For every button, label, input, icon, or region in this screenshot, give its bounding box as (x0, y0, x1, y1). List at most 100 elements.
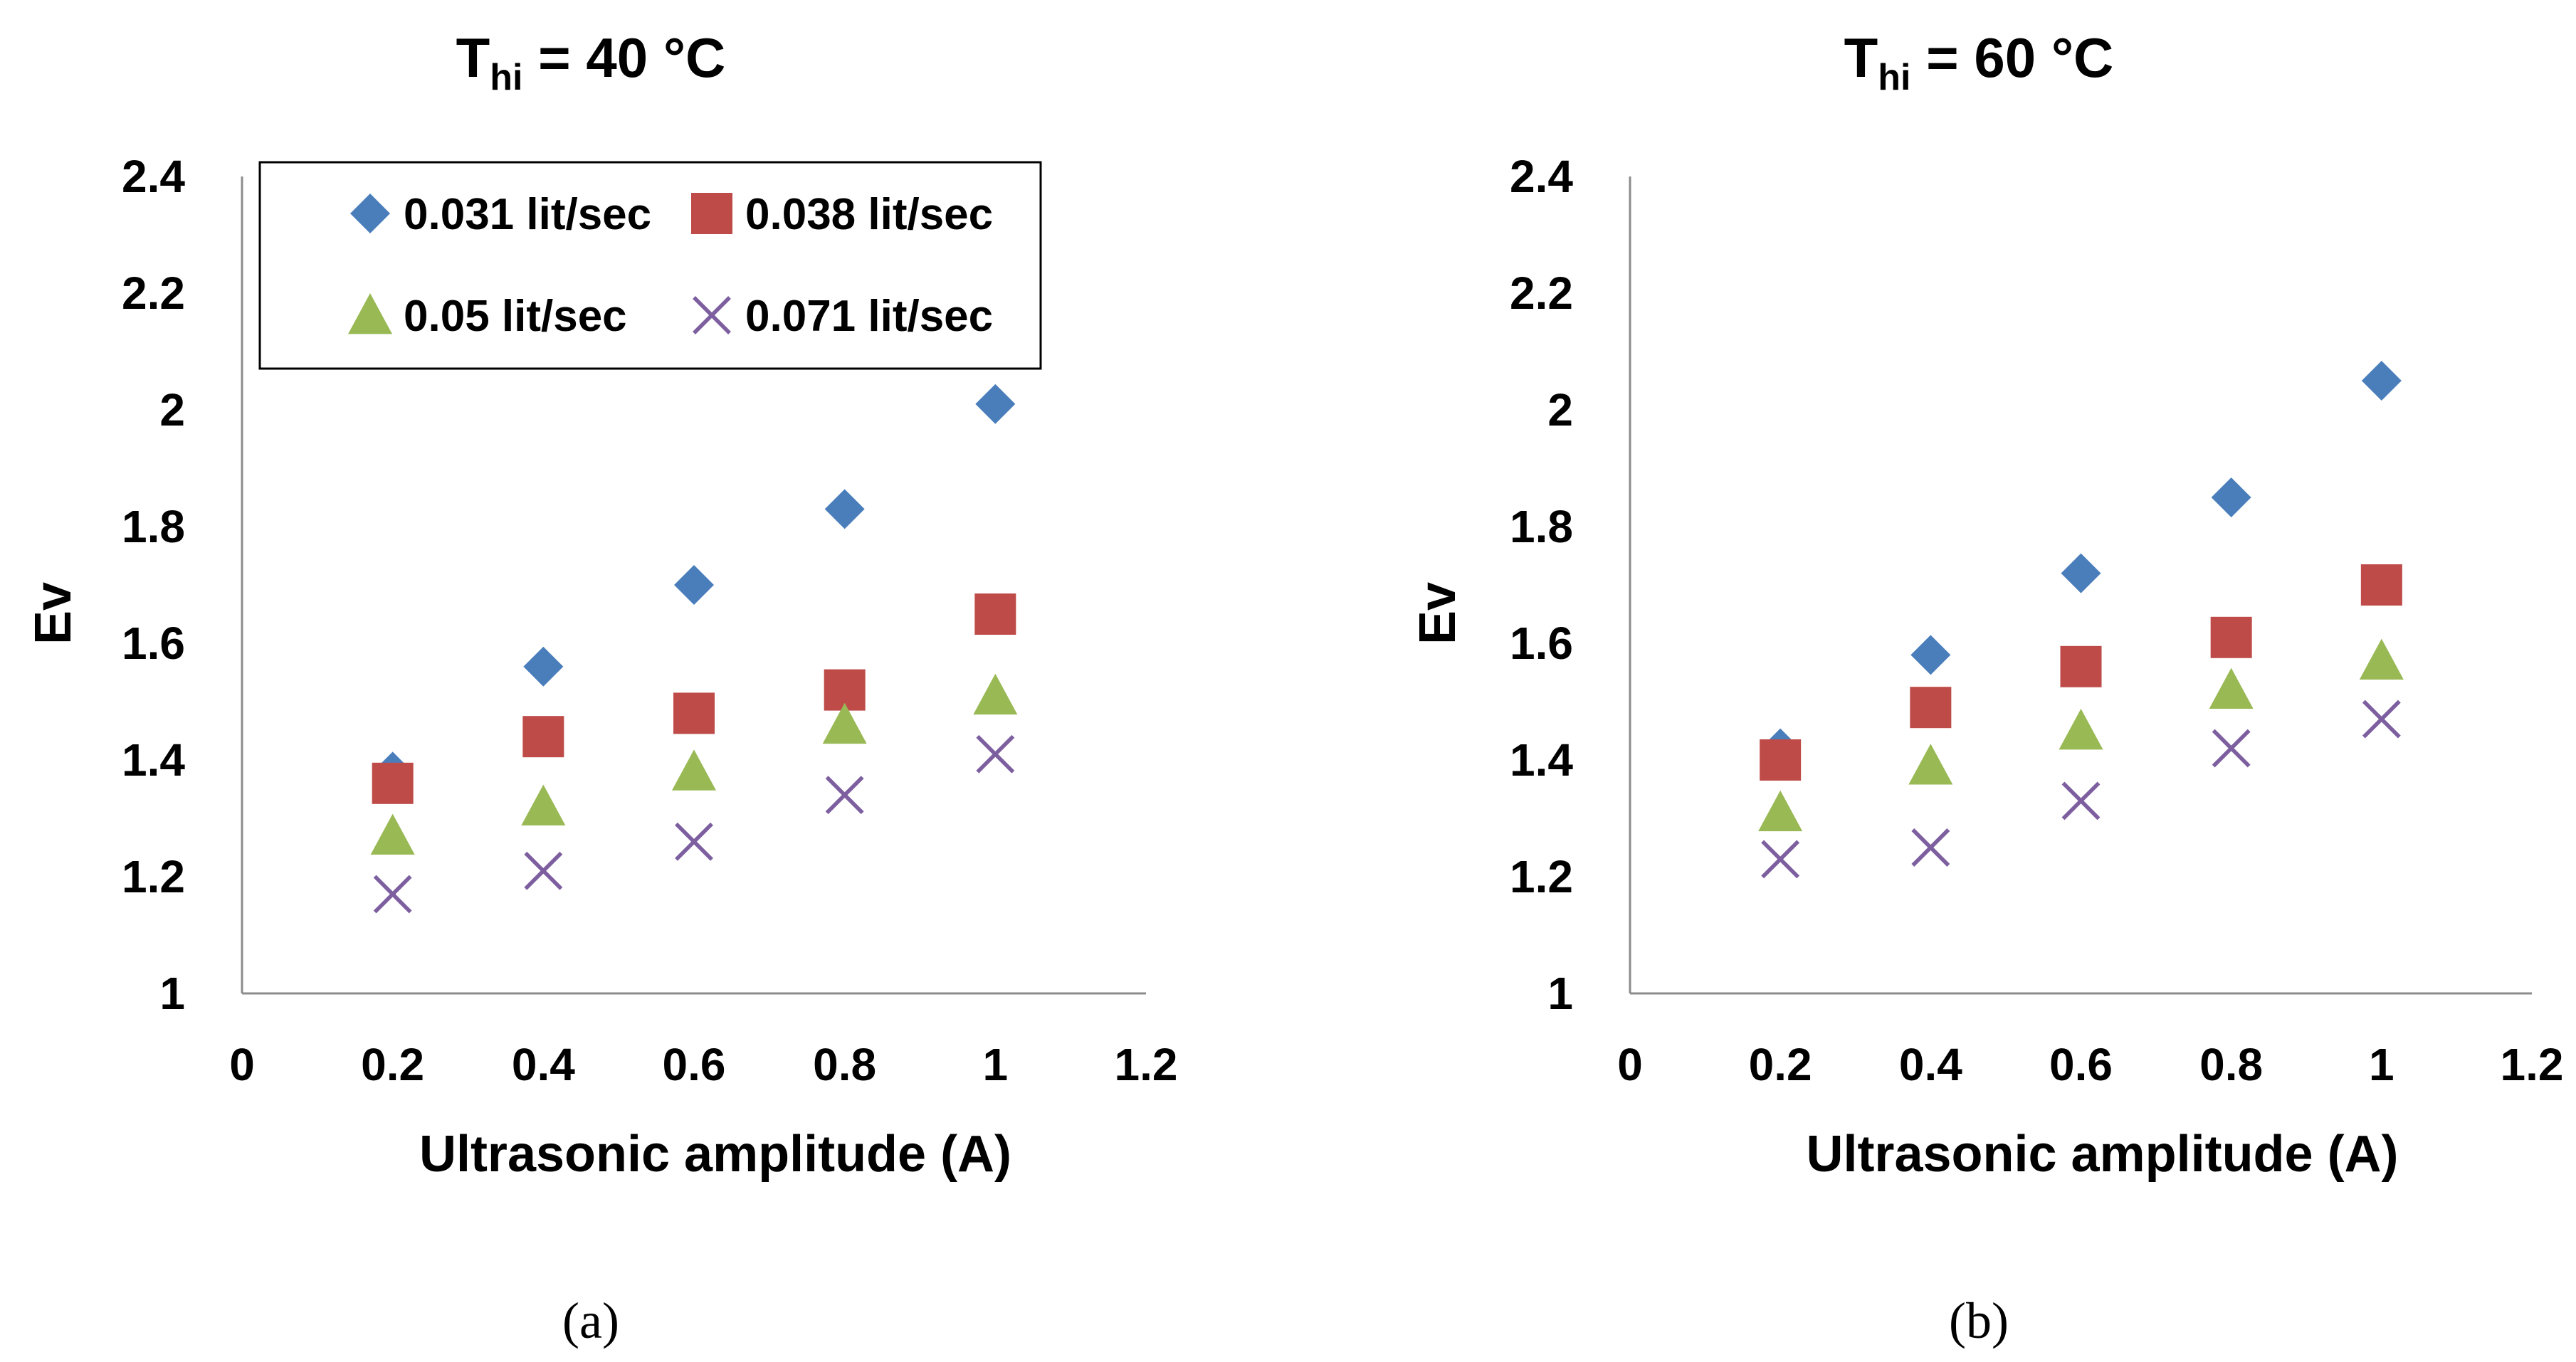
x-tick-label: 0.6 (2049, 1039, 2113, 1090)
y-tick-label: 1.6 (1510, 618, 1573, 669)
series-cross (373, 734, 1015, 914)
data-point-triangle (2359, 638, 2404, 680)
legend: 0.031 lit/sec 0.038 lit/sec 0.05 lit/sec 0.… (258, 161, 1042, 370)
data-point-triangle (672, 749, 716, 791)
legend-label: 0.038 lit/sec (745, 190, 993, 239)
y-tick-label: 1.2 (1510, 851, 1573, 902)
data-point-square (2360, 564, 2402, 606)
title-rest: = 40 °C (523, 26, 726, 89)
y-axis-label: Ev (1409, 582, 1466, 645)
legend-item: 0.031 lit/sec (350, 190, 651, 239)
data-point-triangle (370, 813, 415, 855)
data-point-cross (524, 851, 563, 890)
y-tick-label: 1 (159, 968, 185, 1019)
x-tick-label: 0.4 (512, 1039, 575, 1090)
series-cross (1761, 700, 2401, 879)
title-main: T (1844, 26, 1878, 89)
legend-label: 0.05 lit/sec (404, 292, 627, 341)
data-point-triangle (2209, 667, 2254, 709)
series-square (372, 593, 1016, 804)
data-point-square (522, 716, 564, 758)
data-point-triangle (822, 702, 867, 744)
y-tick-label: 1.4 (1510, 734, 1573, 786)
data-point-cross (675, 822, 713, 861)
x-tick-label: 0 (1617, 1039, 1643, 1090)
series-triangle (370, 673, 1018, 855)
data-point-square (1910, 687, 1952, 729)
chart-panel-a: Thi = 40 °C 1 1.2 1.4 1.6 1.8 2 2.2 2.4 0 0.2 0.4 0.… (25, 26, 1177, 1349)
series-triangle (1758, 638, 2404, 832)
legend-item: 0.05 lit/sec (348, 292, 627, 341)
x-tick-label: 0.2 (1749, 1039, 1812, 1090)
title-subscript: hi (1878, 57, 1910, 98)
data-point-diamond (674, 565, 714, 605)
legend-box (258, 161, 1042, 370)
legend-item: 0.038 lit/sec (691, 190, 993, 239)
x-tick-label: 0.4 (1899, 1039, 1962, 1090)
data-point-diamond (2211, 477, 2251, 517)
y-tick-label: 1.6 (122, 618, 185, 669)
x-tick-label: 0.8 (2199, 1039, 2263, 1090)
x-tick-label: 0.8 (813, 1039, 876, 1090)
legend-marker-square (691, 193, 732, 234)
data-point-square (372, 762, 414, 804)
chart-title: Thi = 60 °C (1844, 26, 2114, 98)
series-square (1760, 564, 2402, 781)
y-tick-label: 2.4 (1510, 151, 1573, 202)
x-tick-label: 1.2 (2501, 1039, 2564, 1090)
y-tick-label: 2 (1547, 384, 1573, 435)
data-point-cross (2362, 700, 2401, 739)
x-tick-label: 0 (229, 1039, 255, 1090)
legend-marker-cross (693, 296, 731, 334)
series-diamond (1760, 361, 2402, 769)
legend-label: 0.071 lit/sec (745, 292, 993, 341)
y-tick-label: 1.4 (122, 734, 185, 786)
y-tick-label: 2 (159, 384, 185, 435)
y-tick-label: 1.8 (122, 501, 185, 552)
y-tick-label: 1 (1547, 968, 1573, 1019)
y-tick-label: 2.2 (122, 268, 185, 319)
data-point-cross (373, 875, 412, 914)
x-tick-label: 0.2 (361, 1039, 424, 1090)
y-tick-label: 2.4 (122, 151, 185, 202)
legend-label: 0.031 lit/sec (404, 190, 651, 239)
x-tick-label: 0.6 (663, 1039, 726, 1090)
data-point-diamond (523, 646, 564, 687)
x-axis-label: Ultrasonic amplitude (A) (419, 1126, 1011, 1183)
data-point-diamond (1910, 635, 1951, 675)
y-tick-label: 1.8 (1510, 501, 1573, 552)
data-point-diamond (975, 384, 1016, 424)
y-tick-label: 1.2 (122, 851, 185, 902)
legend-marker-diamond (350, 194, 390, 233)
data-point-diamond (2361, 361, 2402, 401)
title-main: T (456, 26, 490, 89)
data-point-cross (1761, 840, 1800, 879)
data-point-cross (976, 734, 1015, 774)
data-point-square (974, 593, 1016, 635)
data-point-triangle (2059, 709, 2103, 750)
x-tick-label: 1 (983, 1039, 1009, 1090)
chart-title: Thi = 40 °C (456, 26, 726, 98)
data-point-diamond (2061, 553, 2101, 593)
legend-item: 0.071 lit/sec (693, 292, 993, 341)
x-tick-label: 1.2 (1115, 1039, 1178, 1090)
data-point-triangle (1758, 790, 1803, 832)
x-tick-label: 1 (2369, 1039, 2394, 1090)
legend-marker-triangle (348, 293, 392, 334)
data-point-cross (2061, 781, 2101, 820)
chart-panel-b: Thi = 60 °C 1 1.2 1.4 1.6 1.8 2 2.2 2.4 0 0.2 0.4 0.… (1409, 26, 2563, 1349)
data-point-square (2210, 616, 2252, 658)
data-point-square (1760, 739, 1802, 781)
data-point-triangle (973, 673, 1018, 715)
data-point-cross (825, 776, 864, 815)
title-subscript: hi (490, 57, 522, 98)
y-tick-label: 2.2 (1510, 268, 1573, 319)
y-axis-label: Ev (25, 582, 82, 645)
title-rest: = 60 °C (1911, 26, 2114, 89)
data-point-square (673, 692, 715, 734)
x-axis-label: Ultrasonic amplitude (A) (1806, 1126, 2398, 1183)
data-point-cross (2212, 729, 2251, 768)
data-point-triangle (1908, 744, 1953, 785)
data-point-diamond (824, 489, 865, 529)
